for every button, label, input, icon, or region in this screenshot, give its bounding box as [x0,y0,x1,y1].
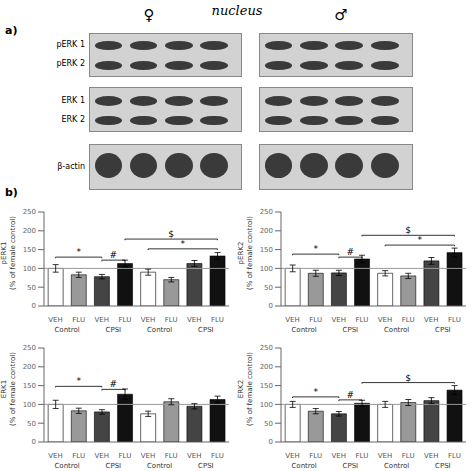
svg-text:VEH: VEH [48,316,62,324]
svg-text:Control: Control [291,462,316,468]
svg-text:FLU: FLU [165,316,178,324]
svg-text:200: 200 [23,363,36,371]
svg-text:CPSI: CPSI [198,326,214,332]
svg-text:#: # [347,390,355,400]
html-text:pERK1 (% of female control): pERK1 (% of female control) [0,216,17,290]
svg-text:CPSI: CPSI [435,326,451,332]
svg-text:*: * [418,235,423,245]
svg-text:#: # [347,247,355,257]
svg-text:FLU: FLU [309,452,322,460]
svg-text:*: * [313,387,318,397]
svg-text:50: 50 [27,420,36,428]
html-text:b): b) [5,186,18,199]
html-text:pERK 2: pERK 2 [56,59,85,69]
svg-text:200: 200 [260,227,273,235]
svg-text:*: * [313,244,318,254]
html-text:ERK2 (% of female control): ERK2 (% of female control) [237,352,254,426]
svg-text:*: * [181,239,186,249]
svg-text:VEH: VEH [95,452,109,460]
svg-text:CPSI: CPSI [198,462,214,468]
svg-text:250: 250 [23,208,36,216]
html-text:ERK 2: ERK 2 [61,115,85,125]
svg-text:250: 250 [260,208,273,216]
html-text:nucleus: nucleus [211,3,263,18]
svg-text:FLU: FLU [448,316,461,324]
svg-text:FLU: FLU [211,316,224,324]
svg-text:50: 50 [264,420,273,428]
svg-text:150: 150 [260,246,273,254]
svg-text:250: 250 [23,344,36,352]
svg-text:FLU: FLU [402,452,415,460]
svg-text:VEH: VEH [48,452,62,460]
svg-text:Control: Control [54,462,79,468]
html-text:pERK 1: pERK 1 [56,39,85,49]
svg-text:VEH: VEH [424,316,438,324]
svg-text:50: 50 [27,284,36,292]
html-text:β-actin: β-actin [57,161,85,171]
html-text:ERK1 (% of female control): ERK1 (% of female control) [0,352,17,426]
svg-text:Control: Control [291,326,316,332]
svg-text:0: 0 [32,438,36,446]
svg-text:FLU: FLU [165,452,178,460]
svg-text:100: 100 [260,265,273,273]
svg-text:VEH: VEH [141,452,155,460]
svg-text:FLU: FLU [119,452,132,460]
svg-text:Control: Control [147,462,172,468]
svg-text:Control: Control [384,462,409,468]
svg-text:50: 50 [264,284,273,292]
svg-text:VEH: VEH [187,316,201,324]
svg-text:150: 150 [260,382,273,390]
svg-text:VEH: VEH [95,316,109,324]
svg-text:VEH: VEH [141,316,155,324]
svg-text:0: 0 [269,302,273,310]
svg-text:100: 100 [260,401,273,409]
svg-text:FLU: FLU [356,452,369,460]
svg-text:FLU: FLU [356,316,369,324]
svg-text:0: 0 [32,302,36,310]
svg-text:VEH: VEH [187,452,201,460]
svg-text:FLU: FLU [72,316,85,324]
svg-text:*: * [76,376,81,386]
svg-text:VEH: VEH [285,452,299,460]
svg-text:200: 200 [260,363,273,371]
svg-text:250: 250 [260,344,273,352]
svg-text:Control: Control [54,326,79,332]
svg-text:100: 100 [23,401,36,409]
svg-text:Control: Control [147,326,172,332]
svg-text:150: 150 [23,246,36,254]
svg-text:$: $ [405,373,411,383]
svg-text:150: 150 [23,382,36,390]
svg-text:100: 100 [23,265,36,273]
html-text:ERK 1: ERK 1 [61,95,85,105]
svg-text:#: # [110,379,118,389]
svg-text:$: $ [168,229,174,239]
svg-text:VEH: VEH [378,452,392,460]
svg-text:FLU: FLU [119,316,132,324]
svg-text:#: # [110,250,118,260]
svg-text:VEH: VEH [285,316,299,324]
svg-text:FLU: FLU [309,316,322,324]
svg-text:Control: Control [384,326,409,332]
svg-text:*: * [76,247,81,257]
svg-text:FLU: FLU [72,452,85,460]
svg-text:VEH: VEH [378,316,392,324]
svg-text:VEH: VEH [424,452,438,460]
html-text:a): a) [5,24,18,37]
svg-text:CPSI: CPSI [106,462,122,468]
svg-text:0: 0 [269,438,273,446]
svg-text:200: 200 [23,227,36,235]
html-text:pERK2 (% of female control): pERK2 (% of female control) [237,216,254,290]
svg-text:CPSI: CPSI [106,326,122,332]
svg-text:$: $ [405,225,411,235]
svg-text:VEH: VEH [332,452,346,460]
svg-text:CPSI: CPSI [343,326,359,332]
svg-text:CPSI: CPSI [343,462,359,468]
svg-text:VEH: VEH [332,316,346,324]
svg-text:FLU: FLU [448,452,461,460]
svg-text:FLU: FLU [402,316,415,324]
svg-text:CPSI: CPSI [435,462,451,468]
svg-text:FLU: FLU [211,452,224,460]
